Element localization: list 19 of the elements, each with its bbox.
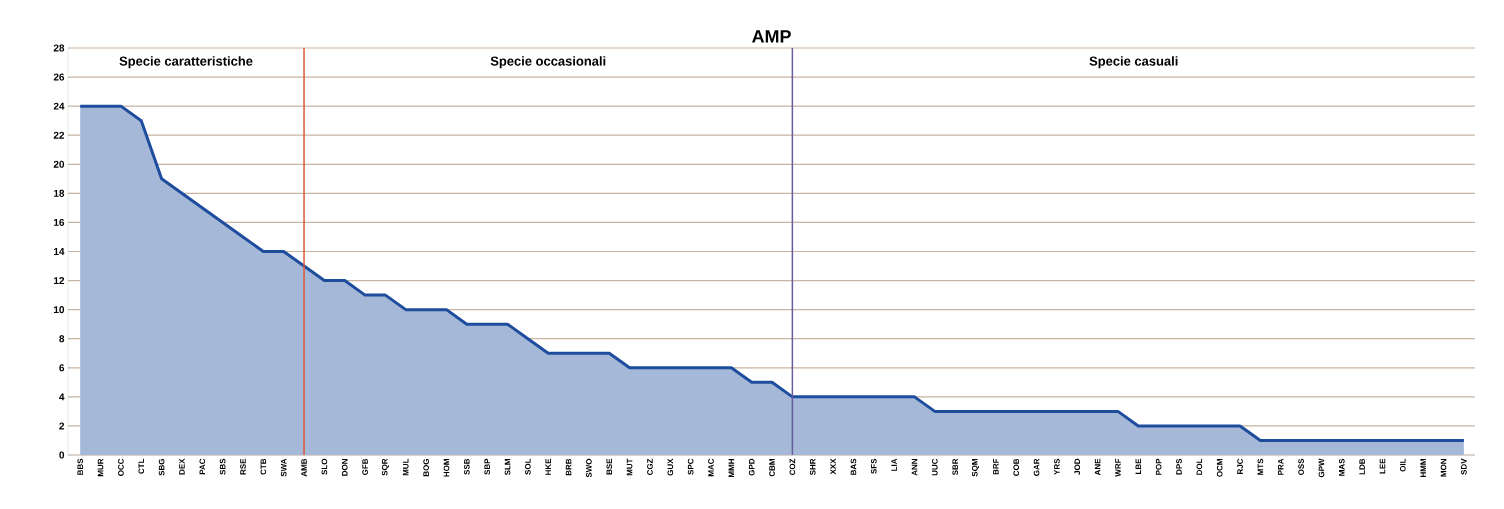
y-tick-label: 6 (59, 364, 65, 372)
y-tick-label: 2 (59, 422, 65, 430)
y-tick-label: 18 (54, 189, 65, 197)
y-tick-label: 0 (59, 451, 65, 459)
y-tick-label: 4 (59, 393, 65, 401)
y-tick-label: 14 (54, 248, 65, 255)
y-tick-label: 26 (53, 73, 65, 81)
y-tick-label: 20 (53, 160, 65, 168)
y-tick-label: 8 (59, 335, 65, 343)
y-tick-label: 28 (53, 44, 65, 52)
chart-title: AMP (752, 30, 791, 43)
y-tick-label: 12 (54, 277, 65, 285)
y-tick-label: 10 (54, 306, 65, 314)
annotation: Specie casuali (1089, 56, 1178, 69)
y-tick-label: 22 (53, 131, 65, 139)
y-tick-label: 24 (53, 102, 65, 110)
annotation: Specie caratteristiche (119, 56, 253, 69)
annotation: Specie occasionali (490, 56, 606, 69)
y-tick-label: 16 (54, 218, 65, 226)
